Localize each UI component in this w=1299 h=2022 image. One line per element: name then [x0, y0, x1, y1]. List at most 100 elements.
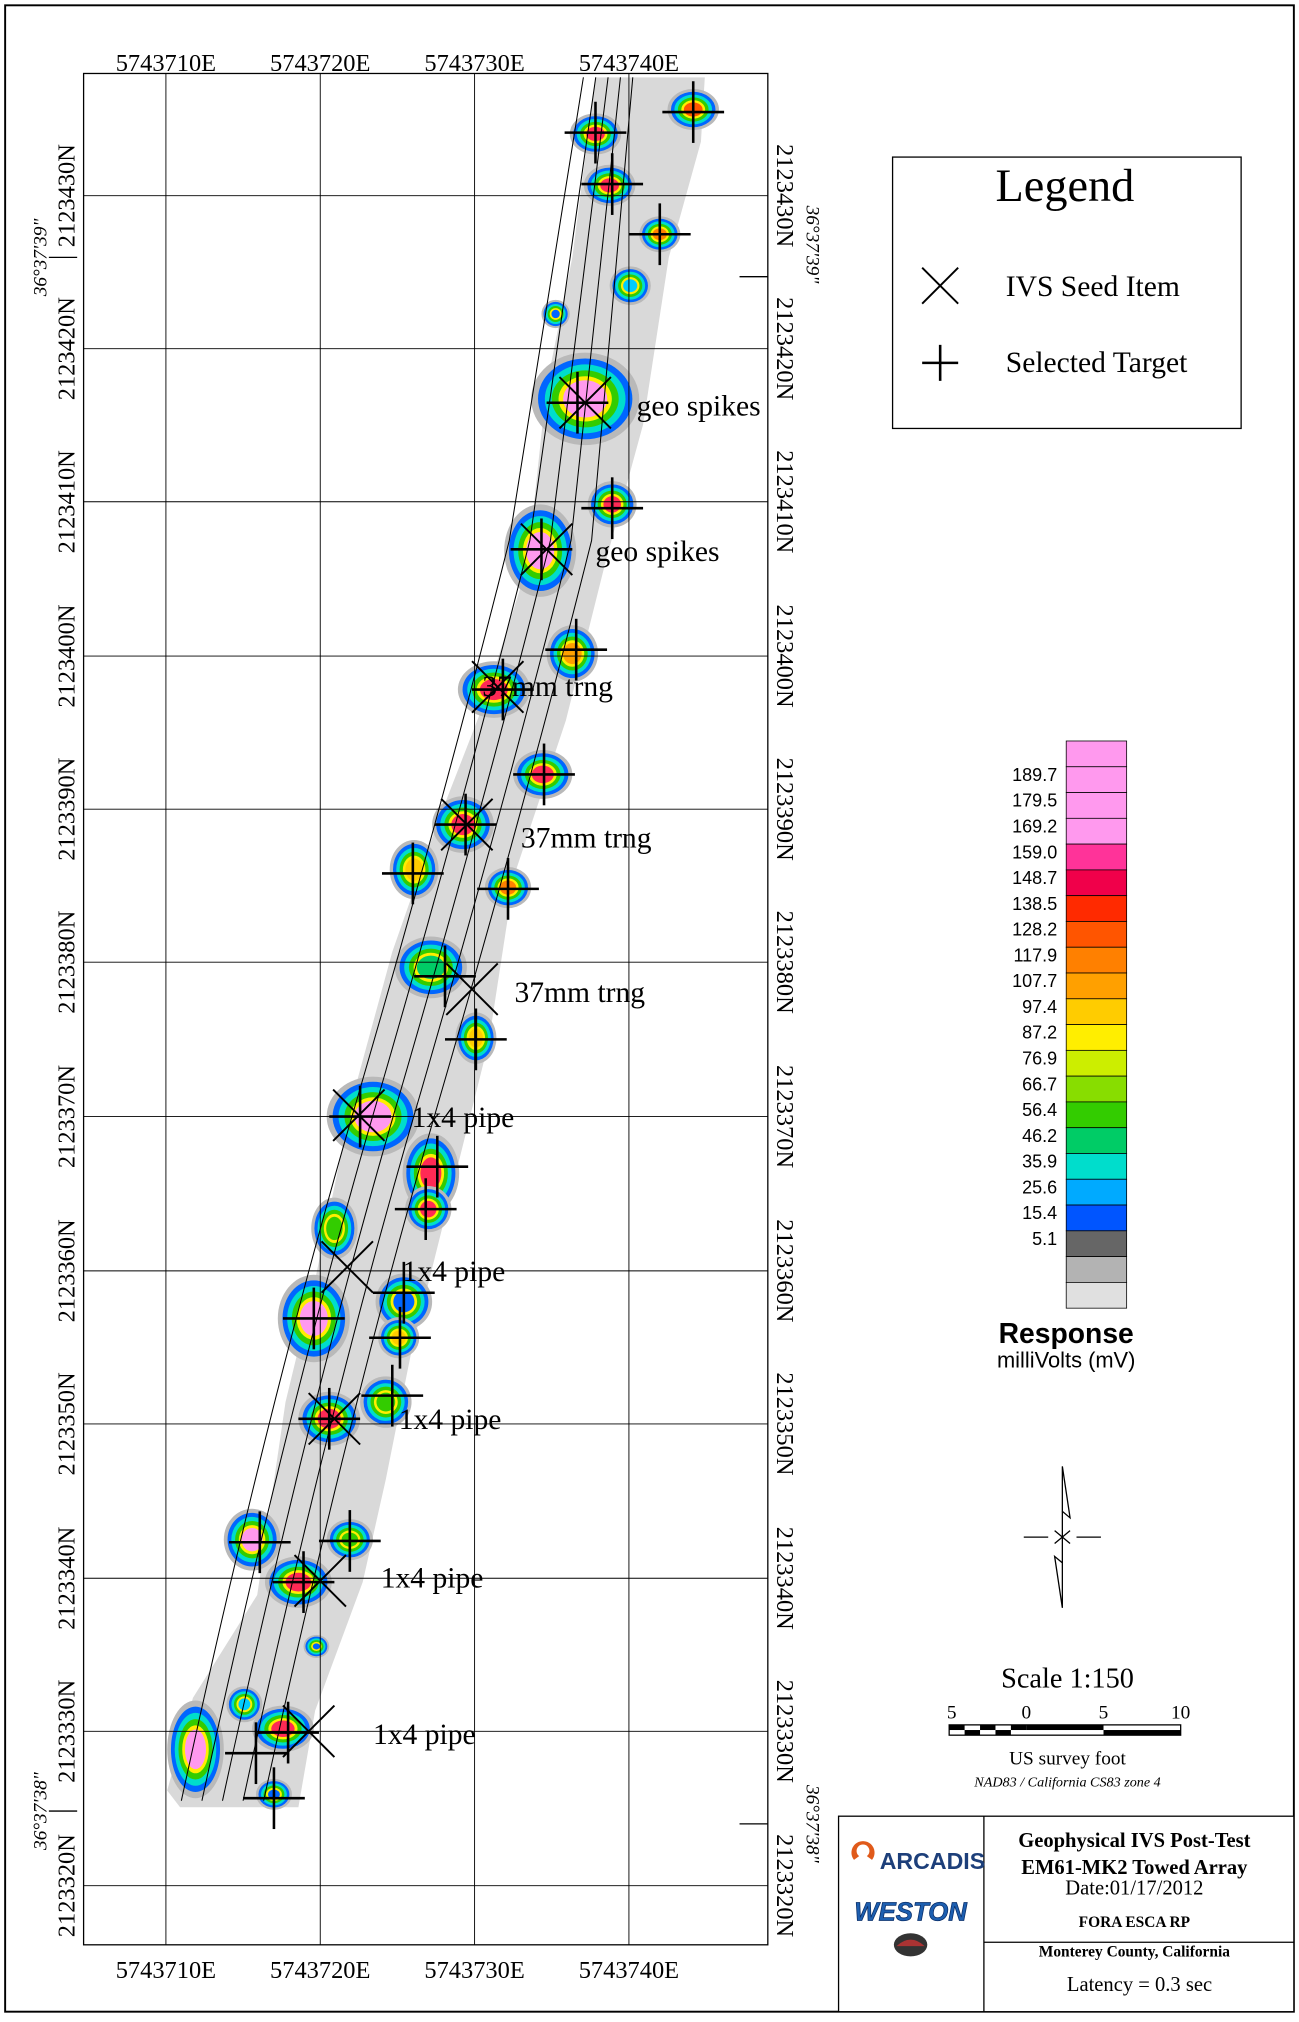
- colorbar-label: 138.5: [1012, 894, 1057, 914]
- colorbar-band: [1065, 1024, 1128, 1051]
- anomaly-core: [326, 1216, 343, 1241]
- scale-title: Scale 1:150: [1001, 1664, 1134, 1695]
- north-arrow: [1023, 1466, 1101, 1608]
- y-label: 2123380N: [54, 910, 81, 1013]
- annotation: 1x4 pipe: [412, 1102, 515, 1134]
- colorbar-band: [1065, 869, 1128, 897]
- x-label: 5743710E: [116, 1957, 216, 1984]
- scale-tick: 10: [1171, 1702, 1190, 1723]
- colorbar-label: 66.7: [1022, 1074, 1057, 1094]
- annotation: 37mm trng: [521, 823, 652, 855]
- colorbar-label: 117.9: [1013, 945, 1057, 965]
- legend-box: [891, 156, 1242, 430]
- latency: Latency = 0.3 sec: [1067, 1974, 1212, 1996]
- y-label: 2123340N: [771, 1527, 798, 1630]
- y-label: 2123420N: [771, 297, 798, 400]
- y-label: 2123350N: [54, 1372, 81, 1475]
- colorbar-band: [1065, 921, 1128, 948]
- y-label: 2123340N: [54, 1526, 81, 1629]
- x-label: 5743740E: [579, 50, 679, 77]
- colorbar-label: 189.7: [1012, 765, 1057, 785]
- colorbar-label: 5.1: [1032, 1229, 1057, 1249]
- annotation: 1x4 pipe: [403, 1256, 506, 1288]
- anomaly-core: [312, 1643, 320, 1650]
- survey-line: [242, 77, 621, 1801]
- y-label: 2123330N: [771, 1680, 798, 1783]
- legend-icon: [921, 267, 959, 305]
- y-label: 2123360N: [54, 1219, 81, 1322]
- legend-title: Legend: [996, 161, 1135, 212]
- colorbar-band: [1065, 792, 1128, 819]
- y-label: 2123370N: [771, 1065, 798, 1168]
- title-block: [837, 1815, 1295, 2013]
- colorbar-label: 148.7: [1012, 868, 1057, 888]
- colorbar-band: [1065, 1204, 1128, 1232]
- colorbar-label: 159.0: [1012, 842, 1057, 862]
- colorbar-band: [1065, 1230, 1128, 1257]
- colorbar-band: [1065, 1101, 1128, 1129]
- y-label: 2123410N: [771, 450, 798, 553]
- colorbar-label: 179.5: [1012, 791, 1057, 811]
- logo: WESTON: [854, 1898, 968, 1926]
- colorbar-band: [1065, 998, 1128, 1025]
- logo-icons: [851, 1841, 928, 1957]
- colorbar-label: 56.4: [1022, 1100, 1057, 1120]
- y-label: 2123430N: [54, 144, 81, 247]
- y-label: 2123410N: [54, 450, 81, 553]
- x-label: 5743730E: [424, 1957, 524, 1984]
- y-label: 2123420N: [54, 297, 81, 400]
- y-label: 2123400N: [54, 604, 81, 707]
- colorbar-unit: milliVolts (mV): [997, 1347, 1135, 1372]
- colorbar-band: [1065, 946, 1128, 974]
- scale-tick: 0: [1022, 1702, 1032, 1723]
- y-label: 2123320N: [54, 1834, 81, 1937]
- y-label: 2123430N: [771, 144, 798, 247]
- colorbar-band: [1065, 766, 1128, 793]
- survey-line: [263, 77, 634, 1801]
- colorbar-band: [1065, 1282, 1128, 1309]
- colorbar-band: [1065, 1178, 1128, 1206]
- y-label: 2123350N: [771, 1372, 798, 1475]
- y-label: 2123400N: [771, 605, 798, 708]
- anomaly-core: [241, 1527, 263, 1552]
- colorbar-label: 107.7: [1012, 971, 1057, 991]
- colorbar-label: 46.2: [1022, 1126, 1057, 1146]
- annotation: geo spikes: [595, 536, 719, 568]
- annotation: geo spikes: [637, 391, 761, 423]
- y-label: 2123330N: [54, 1679, 81, 1782]
- lat-label: 36°37'38": [801, 1784, 822, 1864]
- y-label: 2123370N: [54, 1065, 81, 1168]
- legend-item: Selected Target: [1006, 347, 1188, 379]
- seed-item: [520, 522, 574, 576]
- annotation: 1x4 pipe: [399, 1404, 502, 1436]
- legend-item: IVS Seed Item: [1006, 271, 1180, 303]
- y-label: 2123380N: [771, 911, 798, 1014]
- seed-item: [282, 1704, 336, 1758]
- anomaly-core: [376, 1392, 396, 1412]
- anomaly-core: [563, 380, 608, 418]
- survey-line: [201, 77, 597, 1801]
- colorbar-band: [1065, 1127, 1128, 1154]
- anomaly-core: [271, 1720, 295, 1737]
- seed-item: [320, 1240, 374, 1294]
- annotation: 1x4 pipe: [373, 1719, 476, 1751]
- colorbar-label: 169.2: [1012, 816, 1057, 836]
- anomaly-core: [562, 642, 582, 665]
- y-label: 2123390N: [771, 758, 798, 861]
- anomaly-core: [623, 279, 638, 293]
- anomaly-core: [238, 1698, 251, 1711]
- x-label: 5743710E: [116, 50, 216, 77]
- title-line: Date:01/17/2012: [1065, 1878, 1203, 1900]
- seed-item: [558, 376, 612, 430]
- title-line: Monterey County, California: [1039, 1943, 1230, 1960]
- lat-label: 36°37'39": [30, 218, 51, 298]
- scale-unit: US survey foot: [1009, 1749, 1126, 1770]
- title-line: FORA ESCA RP: [1079, 1914, 1190, 1931]
- colorbar-band: [1065, 1256, 1128, 1283]
- colorbar-label: 25.6: [1022, 1177, 1057, 1197]
- seed-item: [293, 1554, 347, 1608]
- colorbar-band: [1065, 817, 1128, 845]
- seed-item: [440, 798, 494, 851]
- annotation: 37mm trng: [514, 977, 645, 1009]
